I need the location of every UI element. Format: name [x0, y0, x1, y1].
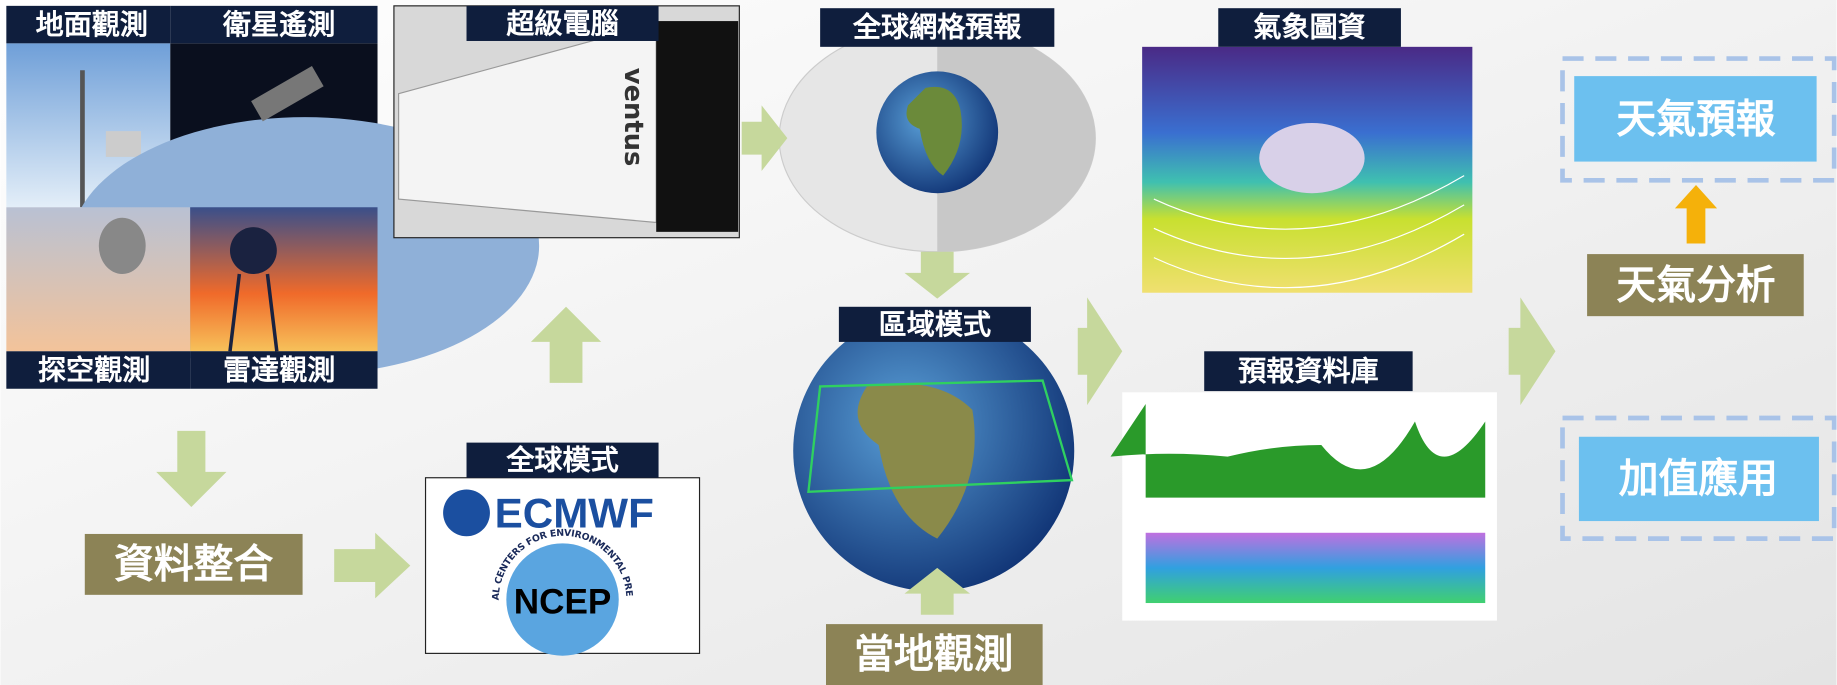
- label-box: [466, 442, 659, 478]
- label: 地面觀測: [36, 8, 148, 41]
- label: 資料整合: [114, 541, 273, 587]
- label: 衛星遙測: [222, 8, 335, 41]
- label: 區域模式: [879, 308, 991, 341]
- label-box: [84, 533, 303, 595]
- label-box: [1574, 76, 1817, 162]
- ncep-logo: NCEP: [514, 582, 612, 621]
- flow-arrow: [1077, 297, 1123, 406]
- label: 全球模式: [505, 444, 618, 477]
- label: 當地觀測: [854, 632, 1013, 678]
- label-box: [838, 306, 1031, 342]
- flow-arrow: [1508, 297, 1556, 406]
- flow-arrow: [156, 430, 227, 508]
- label-box: [1218, 8, 1401, 47]
- label: 雷達觀測: [223, 354, 335, 387]
- continent: [857, 383, 975, 539]
- label: 超級電腦: [506, 7, 618, 40]
- tower: [228, 273, 279, 352]
- label-box: [6, 351, 191, 389]
- domain-box: [807, 379, 1074, 494]
- dashed-frame: [1560, 56, 1837, 183]
- label: 天氣分析: [1616, 263, 1775, 309]
- low-pressure: [1259, 122, 1365, 194]
- label: 加值應用: [1619, 456, 1778, 502]
- label-box: [466, 5, 659, 41]
- balloon: [98, 217, 146, 274]
- contours: [1153, 175, 1465, 289]
- label-box: [1578, 436, 1819, 522]
- dashed-frame: [1560, 415, 1837, 541]
- cloud-cover: [1110, 403, 1486, 498]
- photo-sounding: [6, 207, 191, 352]
- label-box: [820, 8, 1055, 47]
- temperature-plot: [1145, 532, 1486, 604]
- label-box: [6, 5, 171, 44]
- label: 預報資料庫: [1238, 355, 1378, 388]
- label: 天氣預報: [1616, 96, 1775, 142]
- brand: ventus: [618, 68, 648, 167]
- flow-arrow: [530, 306, 602, 383]
- label: 探空觀測: [38, 354, 150, 387]
- label-box: [170, 5, 378, 44]
- radome: [229, 227, 277, 274]
- grid-shell-half: [937, 24, 1096, 252]
- arrow-up: [1674, 185, 1718, 244]
- ecmwf-emblem: [443, 489, 490, 537]
- flow-arrow: [904, 251, 971, 299]
- africa: [906, 86, 962, 176]
- label-box: [190, 351, 378, 389]
- label-box: [825, 624, 1043, 685]
- label: 氣象圖資: [1253, 10, 1365, 43]
- ncep-globe: [506, 543, 619, 656]
- ecmwf-logo: ECMWF: [495, 489, 654, 536]
- flow-arrow: [904, 567, 971, 615]
- label: 全球網格預報: [852, 10, 1022, 43]
- satellite: [251, 65, 324, 122]
- photo-radar: [190, 207, 378, 352]
- sensor: [105, 131, 141, 157]
- label-box: [1587, 254, 1804, 317]
- rack-side: [656, 21, 739, 232]
- label-box: [1204, 351, 1413, 392]
